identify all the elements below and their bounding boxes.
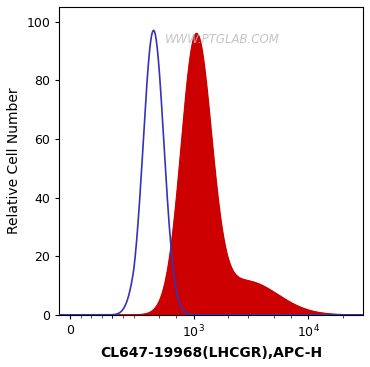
X-axis label: CL647-19968(LHCGR),APC-H: CL647-19968(LHCGR),APC-H [100,346,322,360]
Text: WWW.PTGLAB.COM: WWW.PTGLAB.COM [165,33,279,46]
Y-axis label: Relative Cell Number: Relative Cell Number [7,88,21,234]
